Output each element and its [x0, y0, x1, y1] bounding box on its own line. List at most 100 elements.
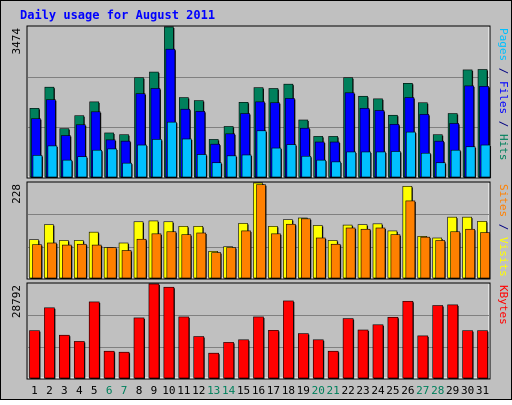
bar-pages-day-13 — [211, 162, 222, 178]
bar-pages-day-31 — [480, 144, 491, 178]
bar-sites-day-26 — [405, 200, 416, 279]
bar-pages-day-10 — [167, 121, 177, 178]
x-label-day-23: 23 — [356, 384, 369, 397]
bar-kbytes-day-7 — [118, 351, 130, 379]
x-label-day-21: 21 — [327, 384, 340, 397]
x-label-day-16: 16 — [252, 384, 265, 397]
x-label-day-24: 24 — [371, 384, 385, 397]
x-label-day-4: 4 — [76, 384, 83, 397]
bar-kbytes-day-19 — [298, 333, 309, 379]
x-label-day-28: 28 — [431, 384, 444, 397]
x-label-day-13: 13 — [207, 384, 220, 397]
bar-kbytes-day-1 — [29, 330, 40, 379]
y-max-label: 228 — [10, 184, 23, 204]
x-label-day-9: 9 — [151, 384, 158, 397]
bar-pages-day-19 — [301, 155, 312, 178]
series-label-part: Visits — [497, 237, 510, 277]
bar-sites-day-24 — [375, 227, 386, 279]
x-label-day-30: 30 — [461, 384, 474, 397]
bar-sites-day-28 — [435, 240, 446, 279]
bar-sites-day-9 — [151, 233, 162, 279]
bar-sites-day-5 — [91, 244, 102, 279]
bar-pages-day-26 — [406, 131, 416, 178]
bar-kbytes-day-18 — [283, 300, 294, 379]
bar-kbytes-day-20 — [312, 339, 324, 379]
bar-kbytes-day-29 — [447, 304, 458, 379]
x-label-day-22: 22 — [341, 384, 354, 397]
bar-kbytes-day-12 — [193, 336, 205, 379]
bar-pages-day-24 — [376, 151, 386, 178]
chart-panels: 3474 Pages / Files / Hits 228 Sites / Visit… — [10, 25, 510, 380]
bar-sites-day-1 — [32, 244, 42, 279]
bar-kbytes-day-23 — [357, 329, 369, 379]
bar-sites-day-13 — [211, 252, 221, 279]
x-label-day-15: 15 — [237, 384, 250, 397]
bar-kbytes-day-11 — [178, 316, 190, 379]
bar-pages-day-22 — [346, 151, 356, 178]
bar-pages-day-30 — [465, 146, 476, 178]
x-label-day-11: 11 — [177, 384, 190, 397]
x-label-day-3: 3 — [61, 384, 68, 397]
bar-kbytes-day-4 — [73, 341, 85, 379]
bar-pages-day-18 — [286, 144, 297, 178]
x-label-day-18: 18 — [282, 384, 295, 397]
series-label-part: / — [497, 114, 510, 134]
bar-kbytes-day-5 — [88, 301, 100, 379]
x-label-day-6: 6 — [106, 384, 113, 397]
bar-kbytes-day-21 — [327, 350, 339, 379]
bar-pages-day-11 — [182, 138, 192, 178]
bar-pages-day-4 — [77, 156, 88, 178]
bar-sites-day-6 — [106, 247, 117, 279]
bar-pages-day-9 — [152, 139, 162, 178]
panel-1: 3474 Pages / Files / Hits — [10, 25, 510, 179]
bar-sites-day-8 — [136, 238, 147, 279]
bar-kbytes-day-6 — [103, 350, 115, 379]
bar-sites-day-11 — [181, 234, 192, 279]
bar-sites-day-16 — [256, 184, 266, 279]
chart-title: Daily usage for August 2011 — [20, 8, 215, 22]
bar-pages-day-16 — [256, 130, 267, 178]
bar-pages-day-14 — [226, 155, 237, 178]
bar-sites-day-17 — [271, 233, 281, 279]
x-label-day-19: 19 — [297, 384, 310, 397]
bar-sites-day-25 — [390, 234, 401, 279]
bar-sites-day-15 — [241, 230, 251, 279]
bar-kbytes-day-15 — [238, 339, 249, 379]
panel-2: 228 Sites / Visits — [10, 181, 510, 280]
bar-sites-day-22 — [345, 227, 356, 279]
series-label-part: KBytes — [497, 285, 510, 325]
panel-3: 28792 KBytes — [10, 282, 510, 380]
x-label-day-31: 31 — [476, 384, 489, 397]
bar-pages-day-27 — [420, 152, 431, 178]
bar-sites-day-12 — [196, 232, 207, 279]
bar-pages-day-25 — [391, 151, 401, 178]
bar-kbytes-day-27 — [417, 335, 429, 379]
bar-sites-day-21 — [330, 243, 341, 279]
x-label-day-26: 26 — [401, 384, 414, 397]
panel-series-label: Sites / Visits — [497, 184, 510, 277]
bar-pages-day-3 — [62, 159, 73, 178]
panel-series-label: Pages / Files / Hits — [497, 28, 510, 161]
bar-sites-day-18 — [286, 223, 296, 279]
series-label-part: Pages — [497, 28, 510, 61]
bar-kbytes-day-31 — [477, 330, 488, 379]
bar-pages-day-17 — [271, 147, 282, 178]
bar-pages-day-5 — [92, 149, 103, 178]
bar-kbytes-day-26 — [402, 300, 414, 379]
bar-sites-day-23 — [360, 228, 371, 279]
y-max-label: 28792 — [10, 285, 23, 318]
bar-kbytes-day-8 — [133, 317, 145, 379]
bar-kbytes-day-30 — [462, 330, 473, 379]
bar-kbytes-day-17 — [268, 330, 279, 379]
bar-pages-day-21 — [331, 161, 341, 178]
bar-pages-day-28 — [435, 162, 446, 178]
bar-pages-day-20 — [316, 159, 327, 178]
bar-kbytes-day-16 — [253, 316, 264, 379]
x-label-day-2: 2 — [46, 384, 53, 397]
bar-kbytes-day-24 — [372, 324, 384, 379]
series-label-part: Hits — [497, 134, 510, 161]
bar-pages-day-1 — [32, 155, 43, 178]
x-label-day-27: 27 — [416, 384, 429, 397]
x-label-day-25: 25 — [386, 384, 399, 397]
